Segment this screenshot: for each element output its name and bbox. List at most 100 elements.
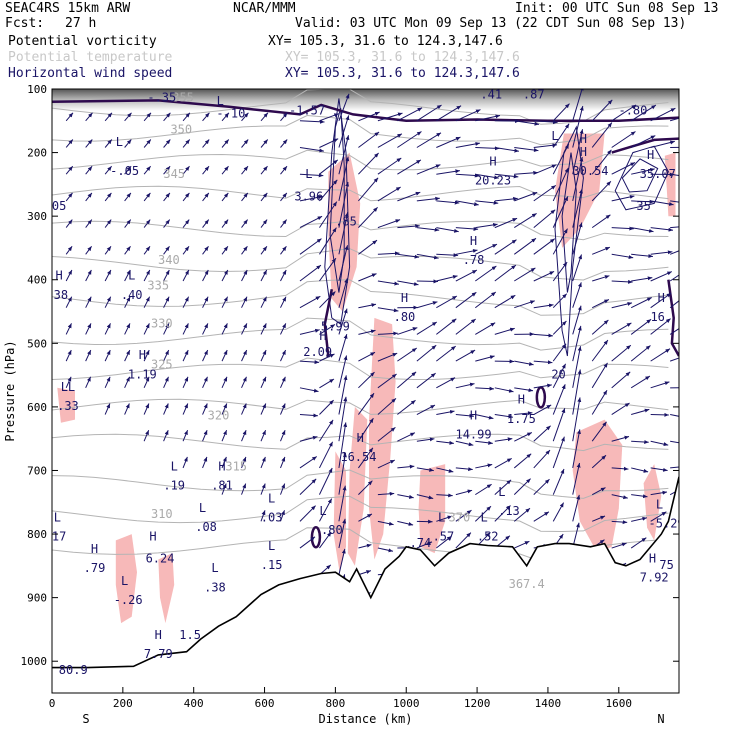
wind-vector-98 [104,192,112,202]
wind-vector-490 [455,532,472,549]
wind-vector-467 [397,520,414,526]
wind-vector-72 [221,165,229,175]
pv-label-56: L [319,504,326,518]
wind-vector-269 [319,323,336,335]
field-name-pv: Potential vorticity [8,34,157,49]
wind-vector-100 [143,192,151,202]
wind-vector-52 [455,141,480,148]
field-name-wind: Horizontal wind speed [8,66,173,81]
wind-vector-482 [299,536,316,549]
wind-vector-443 [358,480,373,495]
wind-vector-14 [338,93,350,121]
wind-vector-198 [182,269,190,282]
pv-label-58: L [438,510,445,524]
wind-vector-159 [670,226,679,229]
wind-vector-286 [650,318,671,335]
wind-vector-430 [572,429,581,469]
pv-contour-north [611,137,679,154]
wind-vector-123 [591,180,612,202]
wind-vector-189 [631,253,653,259]
wind-vector-42 [260,139,269,148]
wind-vector-131 [124,219,132,228]
wind-vector-462 [299,505,316,522]
wind-vector-294 [182,349,189,362]
wind-vector-56 [533,143,558,148]
wind-vector-307 [436,345,457,362]
wind-vector-389 [280,430,286,442]
x-tick-label-0: 0 [49,697,56,710]
wind-vector-446 [416,494,434,500]
wind-vector-221 [631,276,653,282]
wind-vector-10 [260,112,269,122]
pv-label-68: 75 [659,558,673,572]
wind-vector-398 [455,440,474,447]
wind-vector-392 [338,396,348,442]
pv-label-48: H [218,459,225,473]
pv-label-73: .79 [84,561,106,575]
wind-vector-330 [260,376,267,389]
wind-vector-475 [552,502,565,522]
wind-vector-175 [358,239,378,255]
wind-vector-251 [591,299,610,309]
wind-vector-168 [221,246,229,255]
org-label: NCAR/MMM [233,1,296,16]
wind-vector-246 [494,294,516,309]
wind-vector-28 [611,104,637,122]
wind-vector-424 [455,467,473,472]
wind-vector-333 [319,378,335,389]
plot-frame [51,88,680,694]
terrain-fill [52,476,679,693]
y-tick-label-1: 200 [27,147,47,160]
wind-vector-250 [572,282,582,308]
wind-vector-361 [280,403,286,415]
wind-vector-292 [143,349,150,362]
wind-vector-216 [533,270,555,282]
wind-vector-30 [650,107,676,122]
wind-vector-350 [650,381,670,389]
pv-label-24: L [128,269,135,283]
wind-vector-47 [358,131,380,148]
wind-vector-176 [377,251,400,256]
wind-vector-464 [338,485,347,522]
wind-vector-83 [436,169,460,175]
wind-vector-450 [494,479,512,496]
wind-vector-324 [143,376,150,389]
pv-label-82: 7.79 [144,647,173,661]
pv-contour-tropopause [52,99,679,123]
wind-vector-158 [650,227,674,232]
wind-vector-240 [377,307,399,313]
wind-vector-442 [338,452,347,495]
wind-vector-233 [241,296,248,308]
wind-vector-73 [241,165,249,175]
pv-shading-9 [57,387,75,423]
field-xy-theta: XY= 105.3, 31.6 to 124.3,147.6 [285,50,520,65]
wind-vector-483 [319,531,332,549]
wind-vector-148 [455,226,479,231]
wind-vector-19 [436,105,462,122]
wind-vector-372 [494,414,513,419]
pv-label-76: L [211,561,218,575]
pv-label-78: L [121,574,128,588]
wind-vector-410 [182,456,188,469]
wind-vector-301 [319,353,335,362]
wind-vector-397 [436,440,454,445]
wind-vector-371 [475,414,494,420]
wind-vector-271 [358,329,376,335]
theta-label-5: 330 [151,316,173,330]
theta-label-10: 370 [449,510,471,524]
theta-contour-8 [52,357,669,381]
wind-vector-394 [377,427,396,442]
wind-vector-376 [572,369,582,415]
wind-vector-476 [572,494,581,522]
wind-vector-231 [202,296,209,308]
wind-vector-334 [338,355,348,388]
wind-vector-289 [85,349,92,362]
theta-label-9: 310 [151,507,173,521]
wind-vector-146 [416,227,440,232]
wind-vector-115 [436,200,460,205]
pv-label-46: L [171,459,178,473]
wind-vector-466 [377,520,394,526]
wind-vector-162 [104,246,112,255]
wind-vector-88 [533,164,557,175]
wind-vector-363 [319,399,334,415]
